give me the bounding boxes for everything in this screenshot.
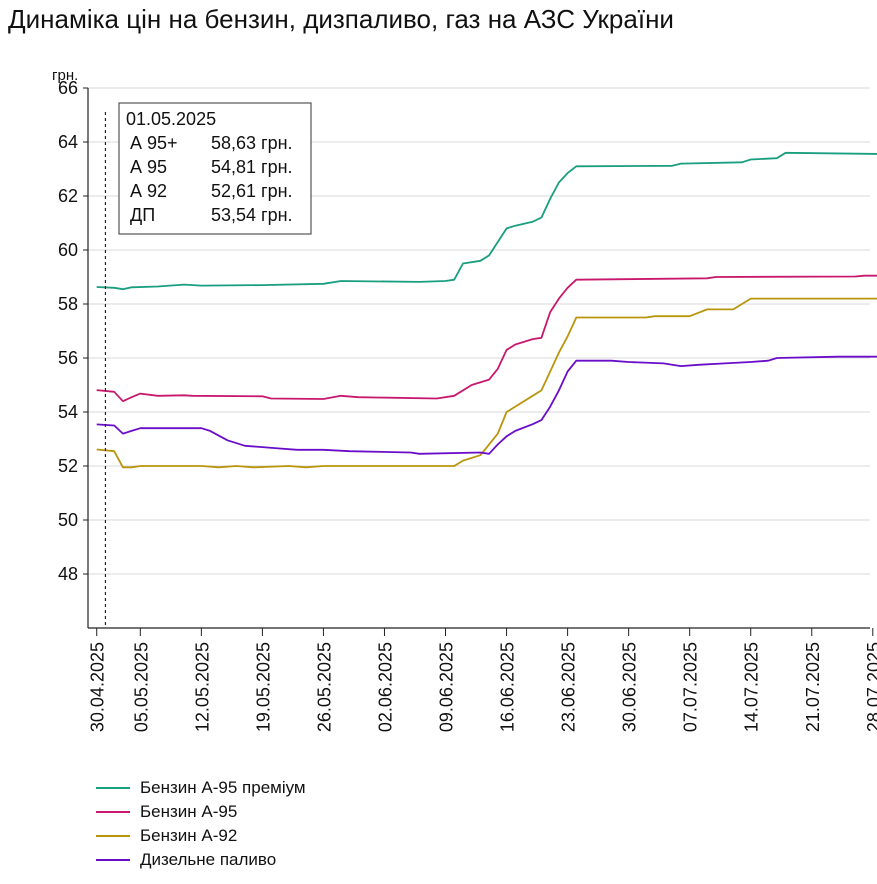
- x-tick-label: 26.05.2025: [314, 642, 334, 732]
- legend-item-a95[interactable]: Бензин А-95: [96, 800, 306, 824]
- y-axis-label: грн.: [52, 67, 78, 84]
- tooltip-date: 01.05.2025: [126, 109, 216, 129]
- x-tick-label: 30.06.2025: [620, 642, 640, 732]
- legend-label-a95: Бензин А-95: [140, 802, 238, 821]
- legend-item-a92[interactable]: Бензин А-92: [96, 824, 306, 848]
- x-tick-label: 12.05.2025: [192, 642, 212, 732]
- legend-label-a92: Бензин А-92: [140, 826, 238, 845]
- x-tick-label: 14.07.2025: [742, 642, 762, 732]
- y-tick-label: 62: [58, 186, 78, 206]
- y-tick-label: 48: [58, 564, 78, 584]
- legend-item-a95-premium[interactable]: Бензин А-95 преміум: [96, 776, 306, 800]
- y-tick-label: 56: [58, 348, 78, 368]
- tooltip-value: 54,81 грн.: [211, 157, 293, 177]
- legend-item-diesel[interactable]: Дизельне паливо: [96, 848, 306, 872]
- x-tick-label: 19.05.2025: [253, 642, 273, 732]
- tooltip-label: ДП: [130, 205, 155, 225]
- series-line-1: [96, 274, 877, 403]
- legend-swatch-diesel: [96, 859, 130, 861]
- legend-swatch-a95: [96, 811, 130, 813]
- y-tick-label: 52: [58, 456, 78, 476]
- x-tick-label: 07.07.2025: [681, 642, 701, 732]
- x-tick-label: 23.06.2025: [559, 642, 579, 732]
- tooltip-box: [118, 102, 312, 235]
- tooltip-label: А 95+: [130, 133, 178, 153]
- tooltip-value: 53,54 грн.: [211, 205, 293, 225]
- series-line-2: [96, 297, 877, 469]
- tooltip-value: 58,63 грн.: [211, 133, 293, 153]
- tooltip-label: А 95: [130, 157, 167, 177]
- x-tick-label: 28.07.2025: [864, 642, 877, 732]
- y-tick-label: 50: [58, 510, 78, 530]
- legend-label-a95-premium: Бензин А-95 преміум: [140, 778, 306, 797]
- y-tick-label: 64: [58, 132, 78, 152]
- x-tick-label: 16.06.2025: [498, 642, 518, 732]
- chart-legend: Бензин А-95 преміум Бензин А-95 Бензин А…: [96, 776, 306, 872]
- chart-title: Динаміка цін на бензин, дизпаливо, газ н…: [8, 4, 674, 34]
- tooltip-label: А 92: [130, 181, 167, 201]
- x-tick-label: 21.07.2025: [803, 642, 823, 732]
- legend-swatch-a92: [96, 835, 130, 837]
- x-tick-label: 09.06.2025: [437, 642, 457, 732]
- y-tick-label: 54: [58, 402, 78, 422]
- x-tick-label: 05.05.2025: [131, 642, 151, 732]
- x-tick-label: 02.06.2025: [375, 642, 395, 732]
- legend-label-diesel: Дизельне паливо: [140, 850, 277, 869]
- y-tick-label: 60: [58, 240, 78, 260]
- x-tick-label: 30.04.2025: [88, 642, 108, 732]
- legend-swatch-a95-premium: [96, 787, 130, 789]
- series-line-3: [96, 355, 877, 455]
- y-tick-label: 66: [58, 78, 78, 98]
- y-tick-label: 58: [58, 294, 78, 314]
- tooltip-value: 52,61 грн.: [211, 181, 293, 201]
- series-line-0: [96, 151, 877, 291]
